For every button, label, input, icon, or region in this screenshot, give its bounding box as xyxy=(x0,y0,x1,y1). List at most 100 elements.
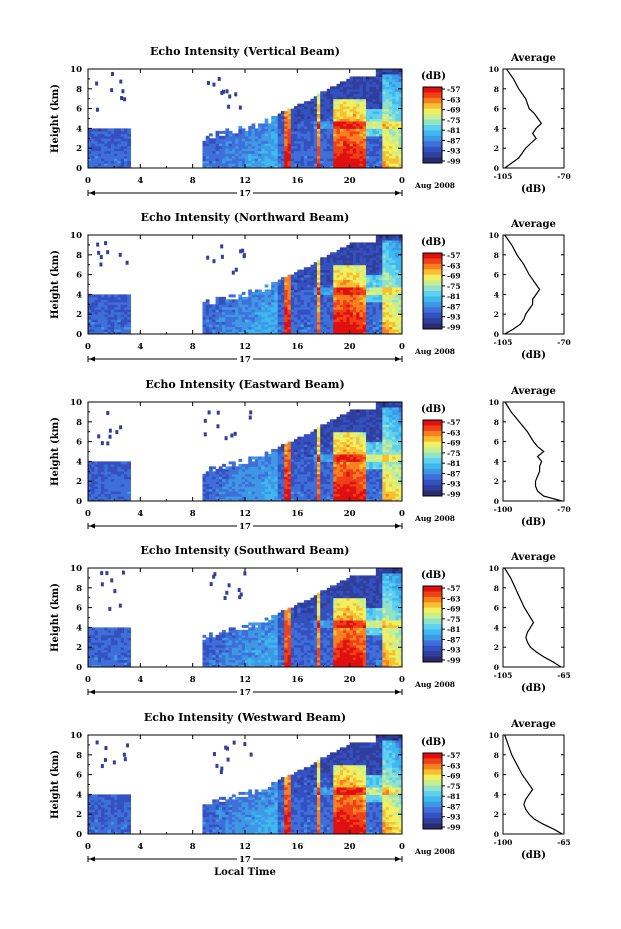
heat-cell xyxy=(323,128,328,132)
heat-cell xyxy=(323,158,328,162)
heat-cell xyxy=(359,309,364,313)
heat-cell xyxy=(323,493,328,497)
heat-cell xyxy=(258,296,262,300)
heat-cell xyxy=(356,306,360,310)
heat-cell xyxy=(339,86,344,90)
heat-cell xyxy=(274,153,279,157)
heat-cell xyxy=(110,148,115,152)
heat-cell xyxy=(238,105,242,110)
heat-cell xyxy=(261,133,266,137)
heat-cell xyxy=(310,101,315,105)
heat-cell xyxy=(339,249,344,253)
heat-cell xyxy=(91,130,96,134)
heat-cell xyxy=(310,123,315,127)
heat-cell xyxy=(352,331,357,335)
heat-cell xyxy=(261,331,266,335)
heat-cell xyxy=(277,296,282,300)
heat-cell xyxy=(228,304,233,308)
heat-cell xyxy=(366,264,370,268)
heat-cell xyxy=(395,277,400,281)
heat-cell xyxy=(316,153,321,157)
heat-cell xyxy=(336,282,341,285)
heat-cell xyxy=(284,314,289,318)
heat-cell xyxy=(120,473,125,477)
heat-cell xyxy=(303,488,308,492)
heat-cell xyxy=(388,133,393,137)
heat-cell xyxy=(379,262,383,266)
heat-cell xyxy=(228,299,233,303)
heat-cell xyxy=(310,319,315,323)
heat-cell xyxy=(323,291,328,295)
colorbar-tick-label: -81 xyxy=(447,126,461,135)
heat-cell xyxy=(101,478,105,482)
heat-cell xyxy=(110,466,115,470)
heat-cell xyxy=(212,158,217,162)
heat-cell xyxy=(238,491,243,495)
heat-cell xyxy=(339,81,344,85)
heat-cell xyxy=(385,286,390,290)
heat-cell xyxy=(107,319,112,323)
colorbar-tick-label: -93 xyxy=(447,313,461,322)
heat-cell xyxy=(398,244,403,248)
heat-cell xyxy=(274,478,279,482)
heat-cell xyxy=(303,309,308,313)
heat-cell xyxy=(258,456,262,460)
heat-cell xyxy=(300,111,305,115)
heat-cell xyxy=(218,486,223,490)
heat-cell xyxy=(225,331,230,335)
heat-cell xyxy=(127,331,132,335)
heat-cell xyxy=(280,155,285,159)
heat-cell xyxy=(385,81,390,85)
heat-cell xyxy=(117,493,122,497)
heat-cell xyxy=(336,321,341,325)
heat-cell xyxy=(382,257,387,261)
heat-cell xyxy=(343,289,347,293)
heat-cell xyxy=(346,145,351,149)
heat-cell xyxy=(248,476,253,480)
heat-cell xyxy=(280,277,285,281)
heat-cell xyxy=(330,111,334,115)
heat-cell xyxy=(369,311,374,315)
heat-cell xyxy=(356,111,360,115)
heat-cell xyxy=(336,96,341,100)
heat-cell xyxy=(280,143,285,147)
heat-cell xyxy=(339,135,344,139)
heat-cell xyxy=(375,264,380,268)
heat-cell xyxy=(261,329,266,333)
heat-cell xyxy=(110,463,115,467)
heat-cell xyxy=(382,148,387,152)
heat-cell xyxy=(333,419,338,423)
heat-cell xyxy=(294,155,298,159)
heat-cell xyxy=(362,311,367,315)
heat-cell xyxy=(375,272,380,276)
heat-cell xyxy=(330,264,334,268)
heat-cell xyxy=(277,291,282,295)
heat-cell xyxy=(313,150,318,154)
heat-cell xyxy=(382,239,387,243)
heat-cell xyxy=(372,86,377,90)
heat-cell xyxy=(398,257,403,261)
heat-cell xyxy=(284,116,289,120)
heat-cell xyxy=(339,140,344,144)
y-axis-label: Height (km) xyxy=(50,250,61,319)
heat-cell xyxy=(372,143,377,147)
heat-cell xyxy=(123,486,128,490)
heat-cell xyxy=(88,133,92,137)
heat-cell xyxy=(215,473,220,477)
heat-cell xyxy=(241,463,246,467)
heat-cell xyxy=(379,96,383,100)
heat-cell xyxy=(107,483,112,487)
heat-cell xyxy=(294,314,298,318)
heat-cell xyxy=(238,299,243,303)
heat-cell xyxy=(307,133,311,137)
heat-cell xyxy=(277,314,282,318)
heat-cell xyxy=(320,111,324,115)
heat-cell xyxy=(264,133,269,137)
heat-cell xyxy=(114,140,118,144)
heat-cell xyxy=(385,309,390,313)
heat-cell xyxy=(313,299,318,303)
heat-cell xyxy=(284,130,289,134)
heat-cell xyxy=(215,326,220,330)
heat-cell xyxy=(303,103,308,107)
heat-cell xyxy=(284,458,289,462)
